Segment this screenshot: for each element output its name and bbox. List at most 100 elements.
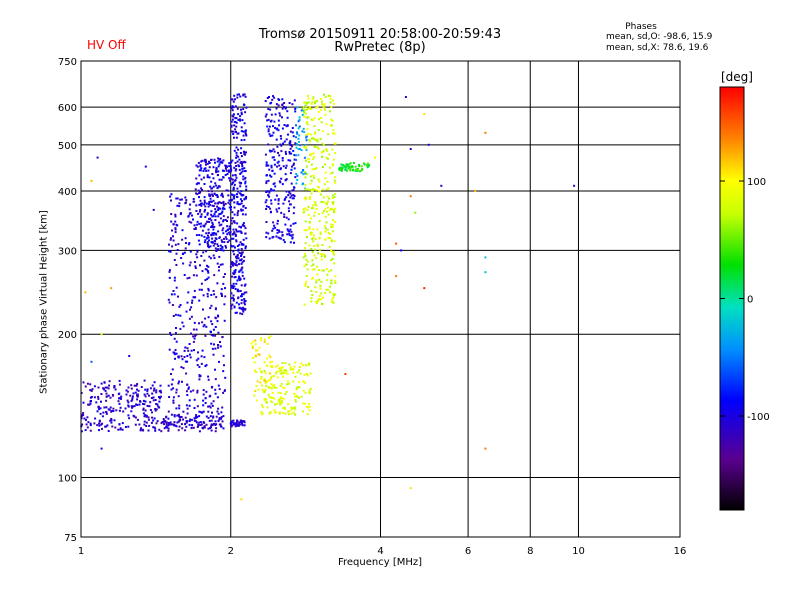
data-point [293,167,296,170]
data-point [212,233,215,236]
data-point [275,103,278,106]
data-point [218,266,220,268]
data-point [214,247,217,250]
data-point [309,196,311,198]
data-point [238,168,241,171]
data-point [268,354,271,357]
data-point [216,410,219,413]
data-point [217,230,220,233]
data-point [213,293,216,296]
data-point [212,177,215,180]
data-point [270,188,273,191]
data-point [303,156,306,159]
data-point [326,206,329,209]
data-point [187,349,190,352]
data-point [215,184,218,187]
data-point [190,426,193,429]
data-point [219,217,222,220]
data-point [83,417,86,420]
data-point [274,365,277,368]
data-point [320,97,323,100]
data-point [298,369,301,372]
data-point [144,400,147,403]
data-point [236,132,239,135]
data-point [237,203,240,206]
data-point [309,182,312,185]
data-point [313,168,316,171]
data-point [243,170,246,173]
data-point [267,118,270,121]
data-point [214,202,217,205]
data-point [253,394,256,397]
data-point [237,248,240,251]
data-point [301,109,304,112]
data-point [326,273,329,276]
data-point [200,178,203,181]
data-point [239,172,242,175]
data-point [361,168,364,170]
data-point [142,407,145,410]
data-point [231,105,234,108]
data-point [215,427,218,430]
data-point [220,249,223,252]
data-point [276,145,279,148]
data-point [225,189,228,192]
data-point [234,311,237,314]
data-point [193,321,196,324]
data-point [265,163,268,166]
data-point [156,420,159,423]
data-point [277,199,280,202]
data-point [198,203,201,206]
data-point [215,423,218,426]
data-point [307,116,310,119]
data-point [286,383,289,386]
data-point [245,133,247,136]
data-point [97,395,100,398]
data-point [222,415,225,418]
data-point [318,237,321,240]
data-point [271,229,274,232]
data-point [200,282,203,285]
data-point [310,192,313,195]
data-point [344,373,347,375]
data-point [295,143,298,146]
data-point [366,166,369,169]
data-point [244,300,247,303]
data-point [240,242,243,245]
data-point [180,416,183,418]
data-point [201,229,204,232]
data-point [312,236,315,239]
data-point [203,199,206,202]
data-point [130,405,133,408]
data-point [214,347,217,350]
data-point [174,228,177,231]
data-point [214,326,217,328]
data-point [174,227,177,230]
data-point [327,213,330,216]
data-point [295,172,298,175]
data-point [242,238,245,241]
data-point [195,333,198,336]
data-point [304,247,306,250]
data-point [219,263,222,266]
data-point [205,232,208,235]
data-point [203,201,206,204]
data-point [183,274,186,276]
data-point [204,239,207,242]
data-point [244,232,247,235]
data-point [230,193,233,196]
data-point [306,108,308,111]
data-point [170,193,173,196]
data-point [101,427,103,430]
data-point [287,413,290,416]
data-point [311,98,314,101]
data-point [273,411,276,414]
data-point [143,393,146,396]
data-point [245,237,248,240]
data-point [324,227,327,230]
data-point [294,395,297,398]
data-point [82,412,85,415]
y-tick-label: 75 [64,533,77,544]
data-point [207,190,210,193]
data-point [271,134,274,137]
